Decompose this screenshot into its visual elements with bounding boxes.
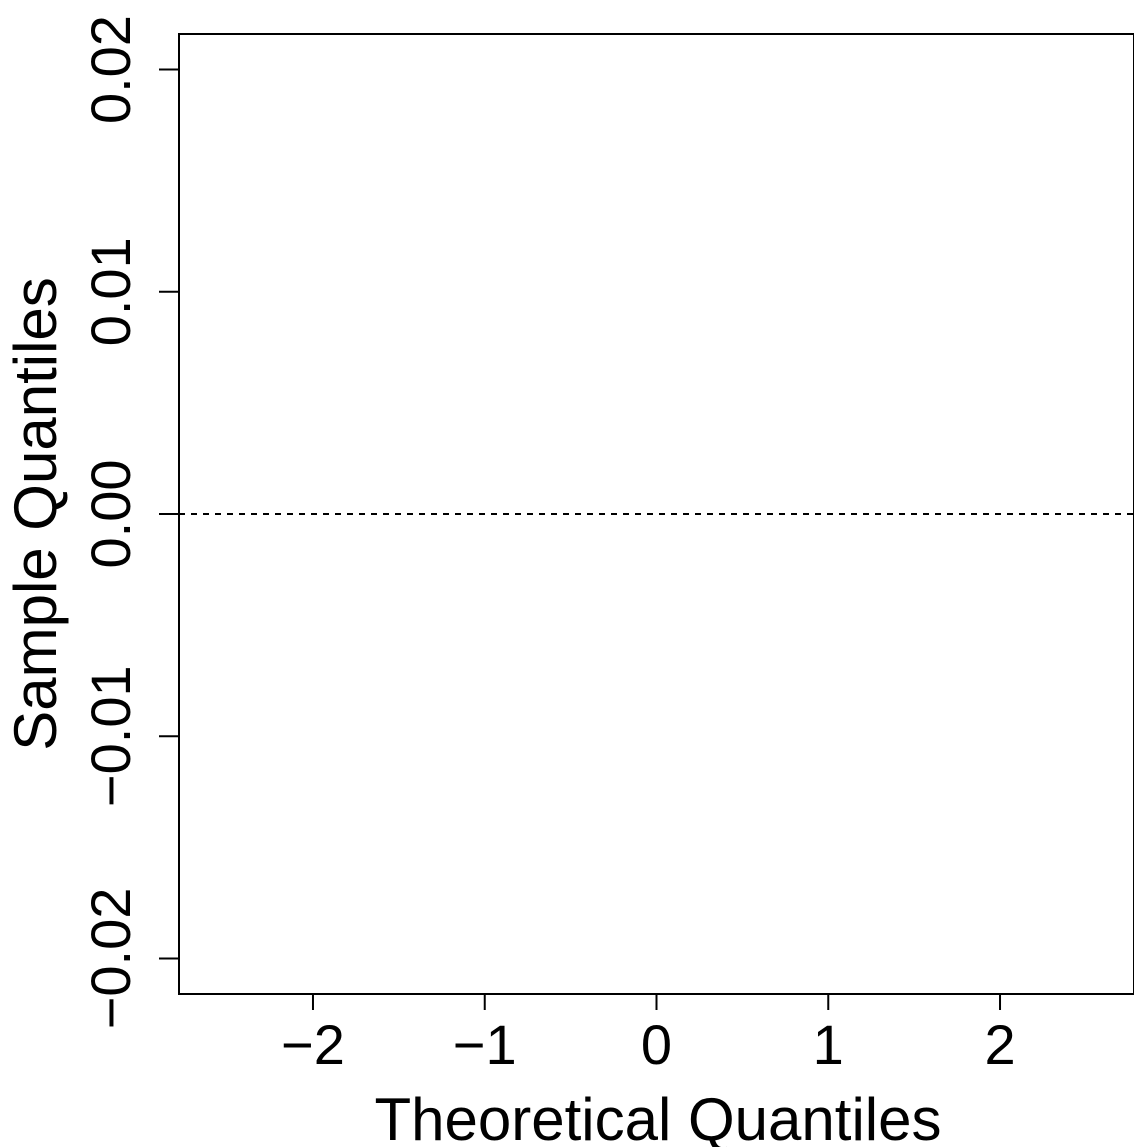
y-tick-label: 0.02 <box>79 15 142 124</box>
x-tick-label: 2 <box>984 1013 1015 1076</box>
y-tick-label: −0.01 <box>79 665 142 807</box>
y-axis: −0.02 −0.01 0.00 0.01 0.02 <box>79 15 179 1029</box>
x-axis: −2 −1 0 1 2 <box>281 994 1016 1076</box>
x-axis-title: Theoretical Quantiles <box>375 1086 942 1147</box>
x-tick-label: −1 <box>453 1013 517 1076</box>
y-axis-title: Sample Quantiles <box>2 277 69 751</box>
y-tick-label: 0.01 <box>79 237 142 346</box>
plot-area-frame <box>178 33 1134 995</box>
x-tick-label: 1 <box>813 1013 844 1076</box>
y-tick-label: −0.02 <box>79 888 142 1030</box>
x-tick-label: 0 <box>641 1013 672 1076</box>
y-tick-label: 0.00 <box>79 460 142 569</box>
x-tick-label: −2 <box>281 1013 345 1076</box>
